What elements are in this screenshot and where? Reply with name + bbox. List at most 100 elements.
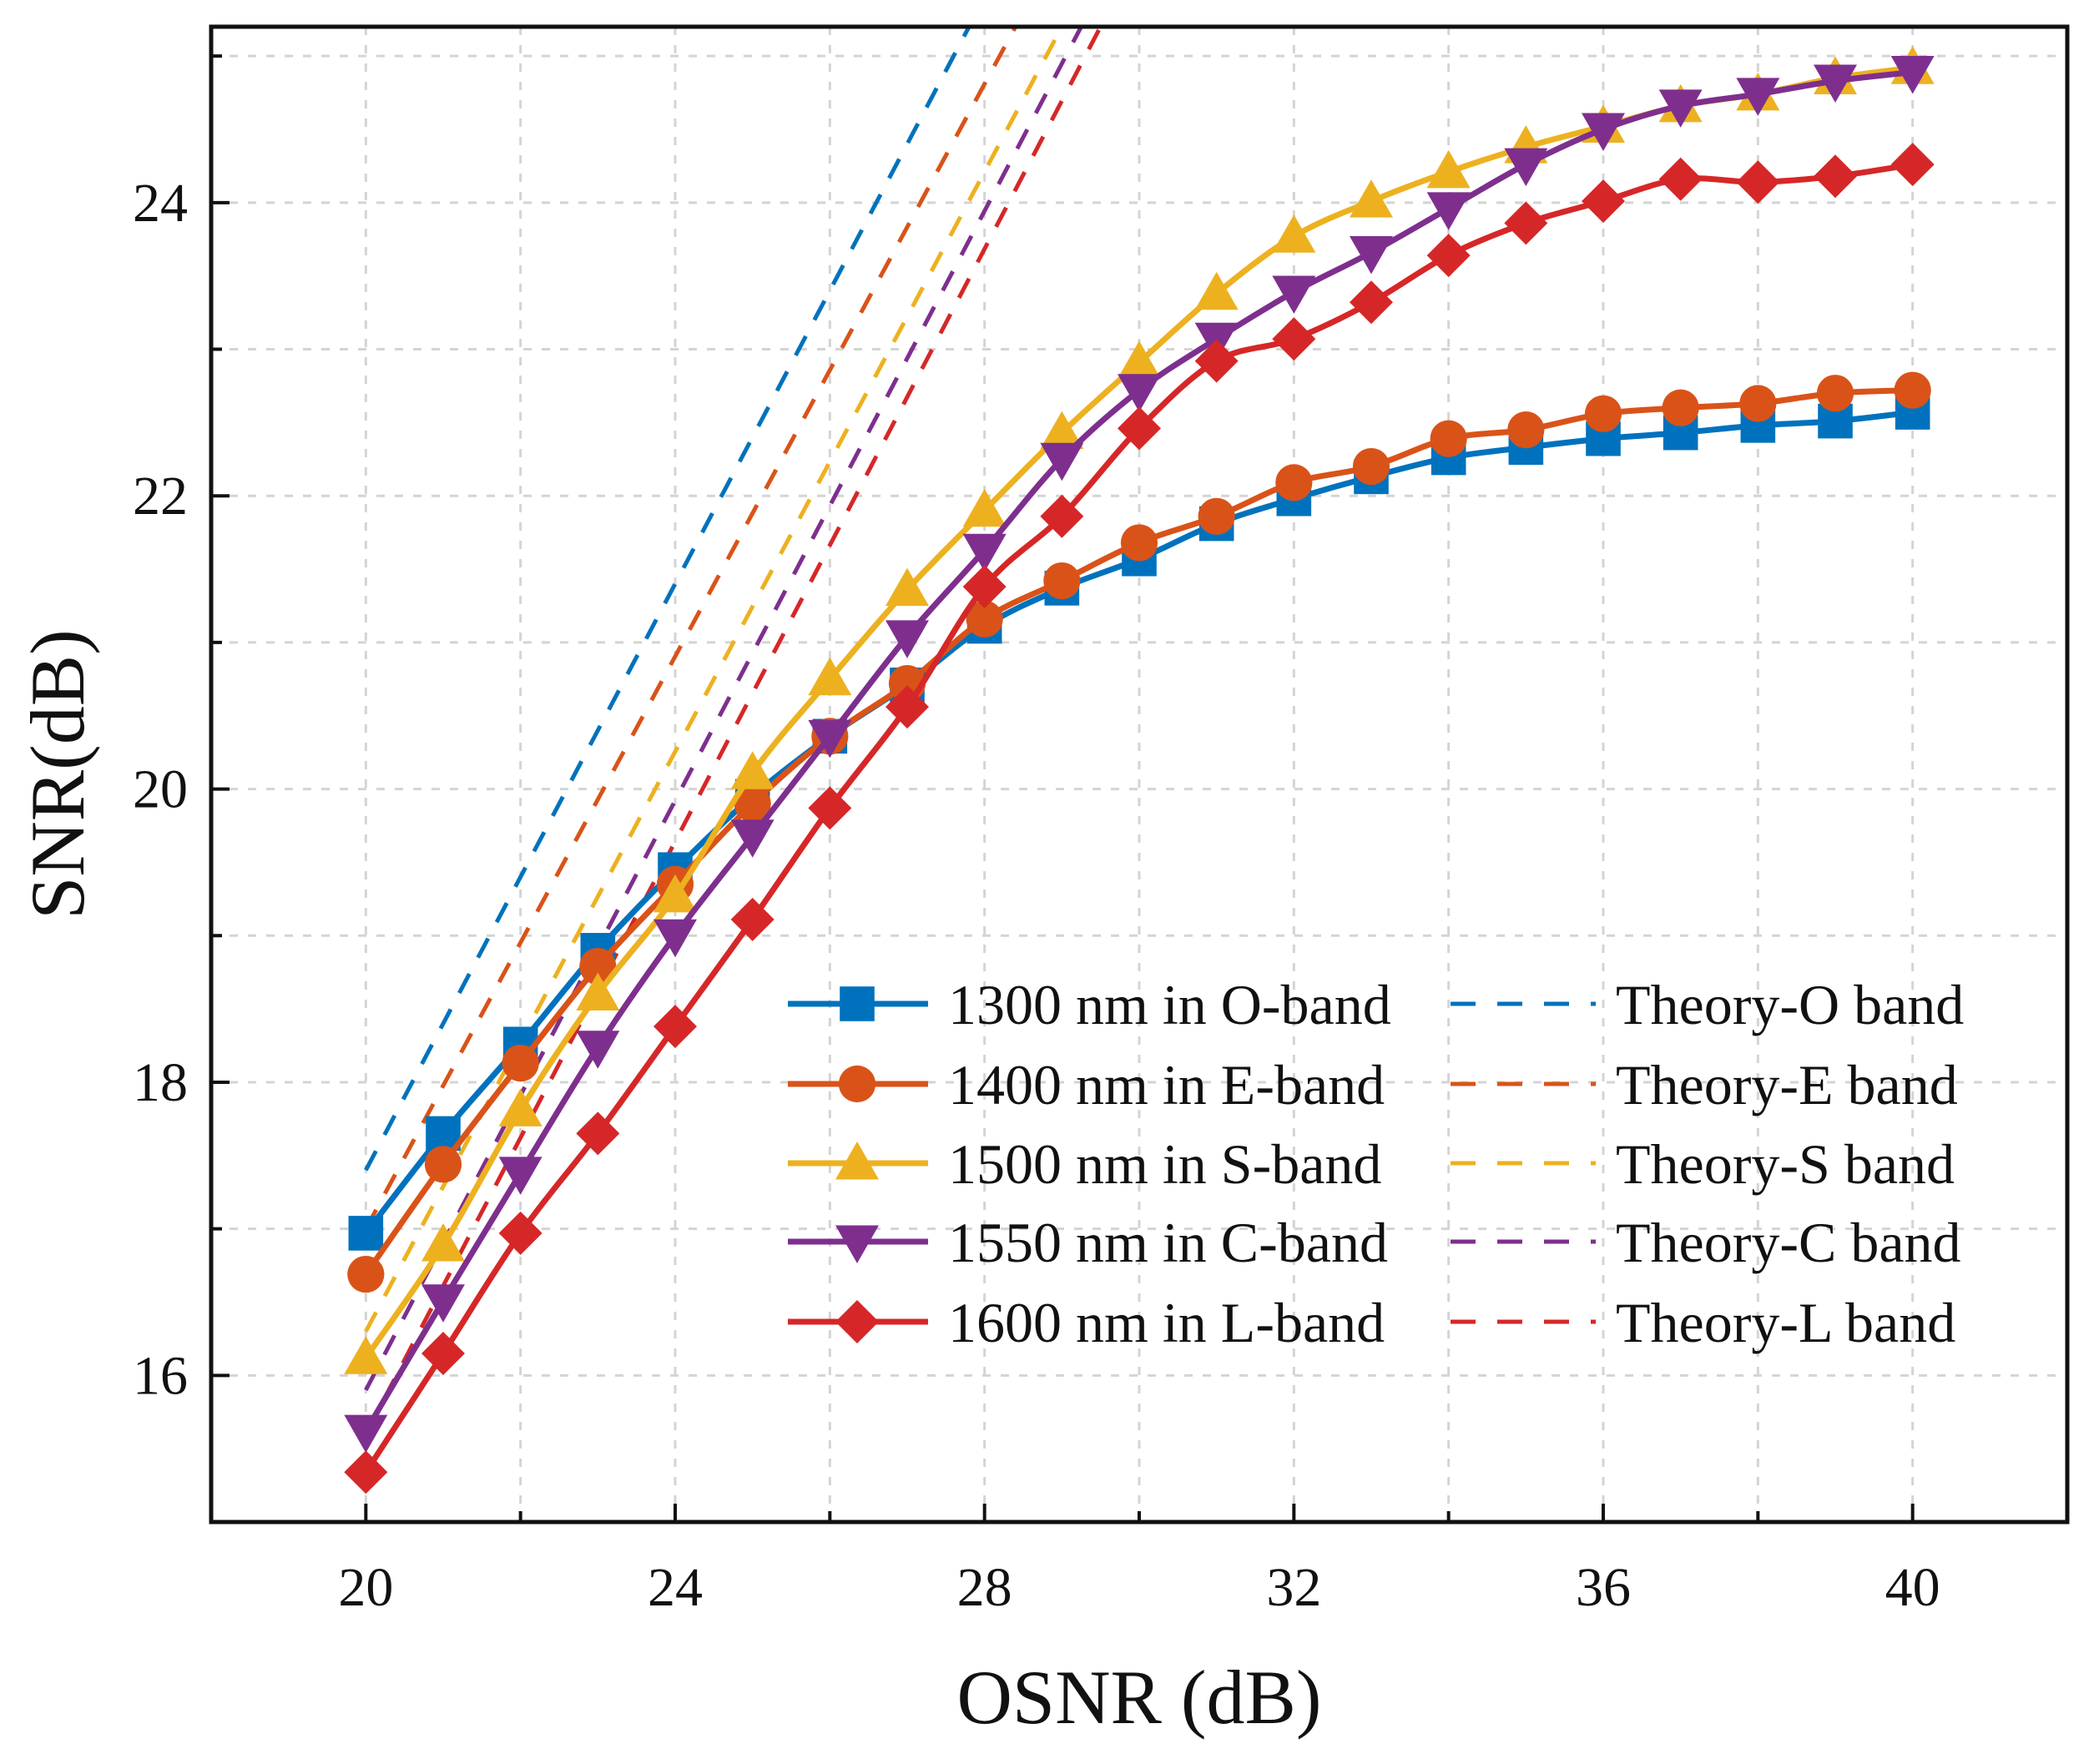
data-point xyxy=(1658,89,1703,128)
data-point xyxy=(344,1336,388,1374)
data-point xyxy=(1736,78,1780,116)
legend-marker xyxy=(840,986,875,1021)
data-point xyxy=(1426,234,1471,278)
data-point xyxy=(347,1255,385,1293)
legend-marker xyxy=(835,1142,879,1180)
data-point xyxy=(886,620,929,658)
data-point xyxy=(1894,371,1931,409)
legend-entry: 1550 nm in C-band Theory-C band xyxy=(788,1211,1961,1274)
data-point xyxy=(730,751,775,789)
data-point xyxy=(1426,149,1471,189)
data-point xyxy=(1504,148,1548,187)
data-point xyxy=(962,488,1007,527)
data-point xyxy=(348,1216,384,1251)
theory-line-theory-e-band xyxy=(364,27,1017,1230)
data-point xyxy=(421,1331,465,1375)
y-tick-label: 16 xyxy=(133,1345,188,1406)
data-point xyxy=(1118,374,1161,412)
legend-label: Theory-C band xyxy=(1616,1211,1961,1274)
data-point xyxy=(1584,395,1622,432)
data-point xyxy=(653,919,697,958)
data-point xyxy=(1890,143,1935,187)
data-point xyxy=(886,685,929,729)
data-point xyxy=(1040,442,1084,481)
data-point xyxy=(1043,562,1081,600)
data-point xyxy=(1352,447,1390,486)
data-point xyxy=(1814,154,1857,199)
data-point xyxy=(576,972,620,1011)
data-point xyxy=(1582,179,1625,224)
theory-line-theory-o-band xyxy=(364,27,971,1172)
data-point xyxy=(424,1146,462,1183)
data-point xyxy=(1426,192,1471,230)
data-point xyxy=(1120,524,1158,562)
theory-line-theory-c-band xyxy=(364,27,1083,1392)
legend-entry: 1300 nm in O-band Theory-O band xyxy=(788,973,1964,1036)
data-point xyxy=(808,719,852,759)
legend-label: 1500 nm in S-band xyxy=(948,1132,1381,1196)
legend-marker xyxy=(835,1225,879,1263)
data-point xyxy=(1118,406,1161,451)
y-tick-label: 20 xyxy=(133,759,188,820)
y-tick-label: 24 xyxy=(133,173,188,234)
legend-label: 1400 nm in E-band xyxy=(948,1053,1385,1116)
data-point xyxy=(1350,236,1393,275)
grid xyxy=(211,27,2067,1522)
data-point xyxy=(886,567,929,607)
legend-label: Theory-O band xyxy=(1616,973,1964,1036)
x-tick-label: 28 xyxy=(957,1557,1012,1618)
data-point xyxy=(576,1031,620,1069)
axis-ticks: 20 24 28 32 36 40 16 18 20 22 24 xyxy=(133,54,1940,1618)
data-point xyxy=(1040,411,1084,450)
x-axis-label: OSNR (dB) xyxy=(956,1655,1321,1740)
data-point xyxy=(498,1157,542,1195)
data-point xyxy=(1350,280,1393,325)
x-tick-label: 36 xyxy=(1576,1557,1631,1618)
legend-label: Theory-E band xyxy=(1616,1053,1958,1116)
data-point xyxy=(653,874,697,913)
data-point xyxy=(966,600,1003,638)
data-point xyxy=(1658,157,1703,201)
data-point xyxy=(498,1088,542,1126)
series-1600-nm-in-l-band xyxy=(344,143,1935,1494)
legend-entry: 1400 nm in E-band Theory-E band xyxy=(788,1053,1958,1116)
legend: 1300 nm in O-band Theory-O band 1400 nm in… xyxy=(788,973,1964,1354)
data-point xyxy=(808,786,852,830)
legend-entry: 1600 nm in L-band Theory-L band xyxy=(788,1291,1955,1354)
data-point xyxy=(1272,275,1316,314)
data-point xyxy=(1194,339,1239,383)
data-point xyxy=(1272,317,1316,361)
data-point xyxy=(808,657,852,696)
theory-line-theory-l-band xyxy=(364,27,1103,1435)
data-point xyxy=(1272,214,1316,253)
data-point xyxy=(1504,201,1548,245)
data-point xyxy=(1736,160,1780,204)
data-point xyxy=(1118,340,1161,379)
data-point xyxy=(1582,113,1625,151)
data-point xyxy=(1814,64,1857,103)
data-point xyxy=(344,1450,388,1494)
data-point xyxy=(1816,375,1854,412)
legend-entry: 1500 nm in S-band Theory-S band xyxy=(788,1132,1955,1196)
data-point xyxy=(421,1222,465,1262)
data-point xyxy=(962,565,1007,609)
x-tick-label: 20 xyxy=(338,1557,393,1618)
legend-marker xyxy=(838,1065,876,1103)
data-point xyxy=(1890,55,1935,94)
data-point xyxy=(1350,179,1393,218)
data-point xyxy=(1662,389,1699,426)
y-tick-label: 22 xyxy=(133,466,188,527)
y-tick-label: 18 xyxy=(133,1052,188,1113)
data-point xyxy=(1194,271,1239,310)
data-point xyxy=(421,1284,465,1323)
x-tick-label: 40 xyxy=(1885,1557,1940,1618)
y-axis-label: SNR(dB) xyxy=(15,629,100,920)
legend-label: Theory-L band xyxy=(1616,1291,1955,1354)
data-point xyxy=(734,785,771,823)
data-point xyxy=(1430,420,1467,457)
legend-label: 1550 nm in C-band xyxy=(948,1211,1388,1274)
data-point xyxy=(344,1414,388,1454)
data-point xyxy=(962,533,1007,572)
data-point xyxy=(1275,464,1313,501)
data-point xyxy=(498,1211,542,1255)
